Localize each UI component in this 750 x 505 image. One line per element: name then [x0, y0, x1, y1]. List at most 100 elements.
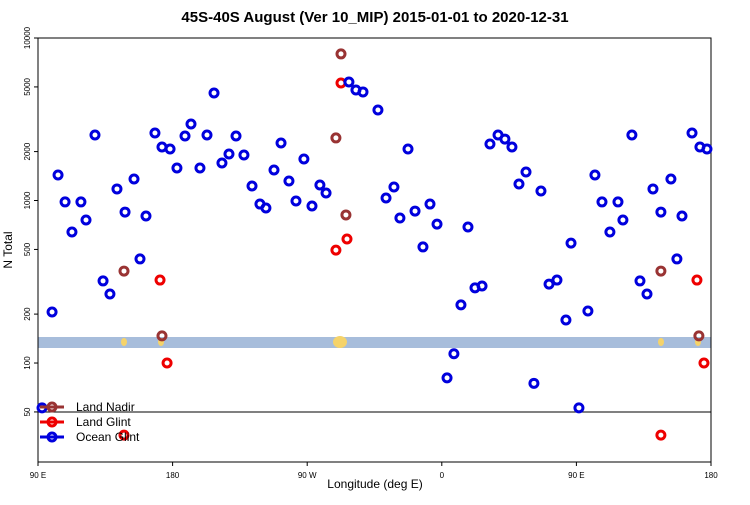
- point: [46, 306, 58, 318]
- x-axis-label: Longitude (deg E): [327, 477, 422, 491]
- point: [80, 214, 92, 226]
- point: [476, 280, 488, 292]
- point: [118, 265, 130, 277]
- point: [535, 185, 547, 197]
- point: [417, 241, 429, 253]
- point: [462, 221, 474, 233]
- point: [655, 265, 667, 277]
- land-spot: [658, 338, 664, 346]
- point: [59, 196, 71, 208]
- legend-marker: [46, 416, 58, 428]
- point: [528, 377, 540, 389]
- y-tick-label: 1000: [23, 191, 32, 209]
- point: [596, 196, 608, 208]
- point: [161, 357, 173, 369]
- point: [104, 288, 116, 300]
- point: [676, 210, 688, 222]
- x-tick-label: 0: [440, 471, 445, 480]
- point: [149, 127, 161, 139]
- point: [612, 196, 624, 208]
- point: [560, 314, 572, 326]
- point: [388, 181, 400, 193]
- point: [134, 253, 146, 265]
- point: [655, 429, 667, 441]
- legend-label: Ocean Glint: [76, 430, 140, 444]
- point: [75, 196, 87, 208]
- point: [671, 253, 683, 265]
- point: [52, 169, 64, 181]
- y-tick-label: 100: [23, 356, 32, 370]
- point: [119, 206, 131, 218]
- point: [185, 118, 197, 130]
- point: [520, 166, 532, 178]
- point: [314, 179, 326, 191]
- point: [268, 164, 280, 176]
- point: [275, 137, 287, 149]
- point: [97, 275, 109, 287]
- point: [380, 192, 392, 204]
- point: [330, 132, 342, 144]
- y-tick-label: 200: [23, 307, 32, 321]
- series: [118, 77, 710, 441]
- x-tick-label: 90 E: [30, 471, 46, 480]
- point: [335, 48, 347, 60]
- legend-label: Land Glint: [76, 415, 131, 429]
- point: [499, 133, 511, 145]
- point: [604, 226, 616, 238]
- point: [626, 129, 638, 141]
- x-tick-label: 90 E: [568, 471, 584, 480]
- point: [484, 138, 496, 150]
- point: [647, 183, 659, 195]
- point: [634, 275, 646, 287]
- point: [238, 149, 250, 161]
- point: [154, 274, 166, 286]
- y-tick-label: 10000: [23, 26, 32, 49]
- point: [543, 278, 555, 290]
- point: [589, 169, 601, 181]
- point: [223, 148, 235, 160]
- point: [340, 209, 352, 221]
- land-spot: [121, 338, 127, 346]
- point: [686, 127, 698, 139]
- point: [343, 76, 355, 88]
- point: [118, 429, 130, 441]
- chart-title: 45S-40S August (Ver 10_MIP) 2015-01-01 t…: [181, 9, 568, 26]
- surface-band: [38, 337, 711, 348]
- point: [431, 218, 443, 230]
- point: [655, 206, 667, 218]
- point: [698, 357, 710, 369]
- series: [36, 76, 713, 414]
- y-tick-label: 2000: [23, 142, 32, 160]
- point: [89, 129, 101, 141]
- legend-marker: [46, 431, 58, 443]
- x-tick-label: 180: [704, 471, 718, 480]
- point: [691, 274, 703, 286]
- point: [357, 86, 369, 98]
- x-tick-label: 180: [166, 471, 180, 480]
- point: [424, 198, 436, 210]
- point: [551, 274, 563, 286]
- x-tick-label: 90 W: [298, 471, 317, 480]
- point: [372, 104, 384, 116]
- y-tick-label: 500: [23, 242, 32, 256]
- point: [260, 202, 272, 214]
- point: [641, 288, 653, 300]
- point: [341, 233, 353, 245]
- point: [179, 130, 191, 142]
- point: [208, 87, 220, 99]
- point: [216, 157, 228, 169]
- point: [298, 153, 310, 165]
- point: [448, 348, 460, 360]
- point: [306, 200, 318, 212]
- point: [140, 210, 152, 222]
- point: [455, 299, 467, 311]
- point: [283, 175, 295, 187]
- point: [330, 244, 342, 256]
- point: [164, 143, 176, 155]
- point: [506, 141, 518, 153]
- point: [194, 162, 206, 174]
- point: [582, 305, 594, 317]
- point: [320, 187, 332, 199]
- land-spot: [333, 336, 347, 348]
